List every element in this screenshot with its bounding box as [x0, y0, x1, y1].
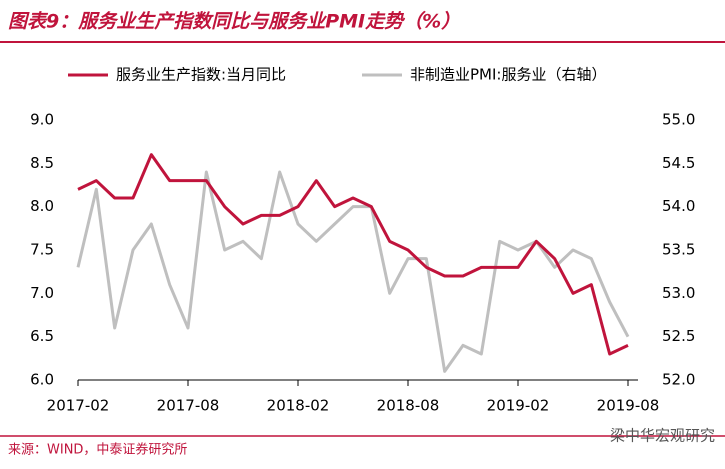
y-tick-label: 6.5	[30, 327, 54, 345]
y2-tick-label: 54.0	[662, 197, 695, 215]
legend-label: 非制造业PMI:服务业（右轴）	[410, 66, 606, 84]
y2-tick-label: 53.0	[662, 284, 695, 302]
x-tick-label: 2019-02	[487, 397, 550, 415]
x-tick-label: 2017-02	[47, 397, 110, 415]
x-tick-label: 2017-08	[157, 397, 220, 415]
y2-tick-label: 55.0	[662, 111, 695, 129]
y2-tick-label: 53.5	[662, 241, 695, 259]
source: 来源：WIND，中泰证券研究所	[8, 442, 187, 458]
watermark: 梁中华宏观研究	[610, 427, 715, 445]
series-line	[77, 153, 629, 356]
y-tick-label: 9.0	[30, 111, 54, 129]
y2-tick-label: 52.5	[662, 327, 695, 345]
x-tick-label: 2018-02	[267, 397, 330, 415]
y-tick-label: 7.5	[30, 241, 54, 259]
y2-tick-label: 54.5	[662, 154, 695, 172]
y-tick-label: 6.0	[30, 371, 54, 389]
y-tick-label: 8.0	[30, 197, 54, 215]
chart-title: 图表9：服务业生产指数同比与服务业PMI走势（%）	[8, 11, 460, 33]
series-line	[76, 170, 630, 373]
y2-tick-label: 52.0	[662, 371, 695, 389]
y-tick-label: 7.0	[30, 284, 54, 302]
x-tick-label: 2018-08	[377, 397, 440, 415]
y-tick-label: 8.5	[30, 154, 54, 172]
x-tick-label: 2019-08	[597, 397, 660, 415]
legend-label: 服务业生产指数:当月同比	[116, 66, 286, 84]
